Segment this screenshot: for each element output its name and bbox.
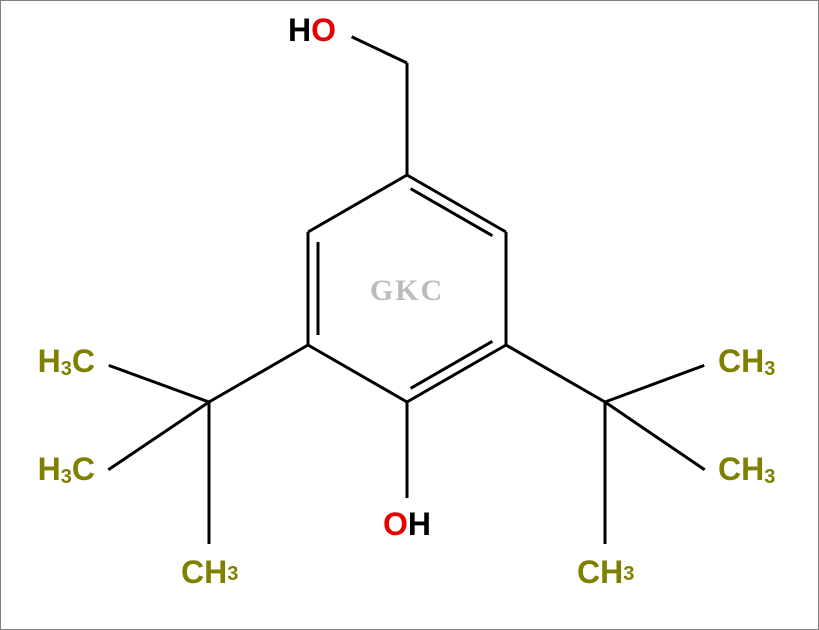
- hydroxyl-top-label: HO: [288, 12, 336, 48]
- hydroxyl-bottom-label: OH: [383, 506, 431, 542]
- chemical-structure-diagram: GKC HO: [0, 0, 819, 630]
- watermark-text: GKC: [370, 274, 444, 307]
